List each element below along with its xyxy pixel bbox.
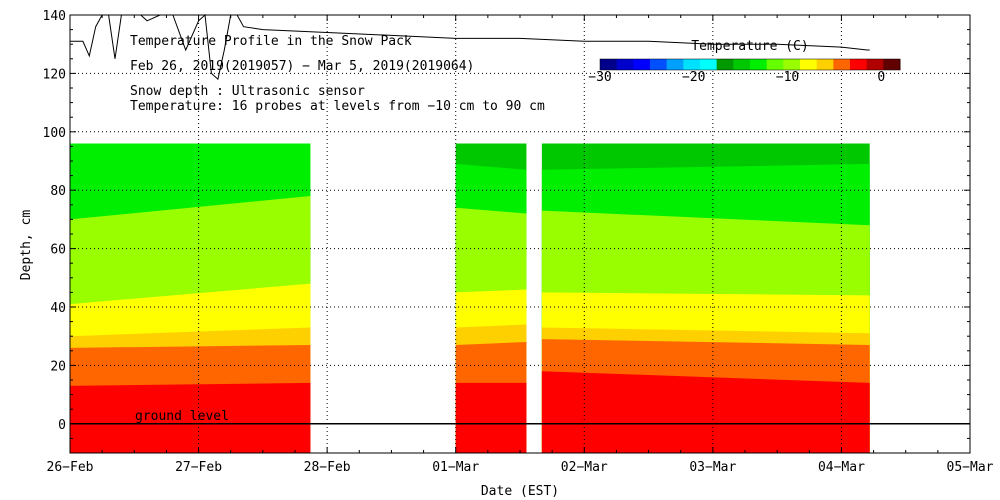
- colorbar: Temperature (C) −30 −20 −10 0: [588, 39, 901, 85]
- colorbar-cell: [683, 59, 701, 70]
- colorbar-tick-label: −20: [682, 70, 705, 85]
- colorbar-cell: [850, 59, 868, 70]
- colorbar-cell: [633, 59, 651, 70]
- colorbar-cell: [866, 59, 884, 70]
- temperature-layers: [70, 143, 870, 454]
- y-tick-label: 20: [50, 359, 66, 374]
- colorbar-cell: [666, 59, 684, 70]
- colorbar-ticks: −30 −20 −10 0: [588, 70, 885, 85]
- colorbar-tick-label: −30: [588, 70, 611, 85]
- colorbar-cell: [783, 59, 801, 70]
- x-tick-label: 02−Mar: [561, 460, 608, 475]
- chart-subtitle: Feb 26, 2019(2019057) − Mar 5, 2019(2019…: [130, 59, 474, 74]
- colorbar-cell: [733, 59, 751, 70]
- y-tick-label: 40: [50, 301, 66, 316]
- x-tick-label: 28−Feb: [304, 460, 351, 475]
- colorbar-tick-label: 0: [877, 70, 885, 85]
- y-tick-label: 140: [43, 9, 66, 24]
- axis-ticks: 26−Feb 27−Feb 28−Feb 01−Mar 02−Mar 03−Mar 04−M…: [43, 9, 994, 475]
- y-tick-label: 0: [58, 418, 66, 433]
- colorbar-cell: [816, 59, 834, 70]
- colorbar-cell: [700, 59, 718, 70]
- temp-band-seg0-layer0: [70, 382, 311, 453]
- colorbar-frame: [599, 58, 901, 71]
- x-tick-label: 05−Mar: [947, 460, 994, 475]
- temp-band-seg1-layer0: [455, 382, 527, 453]
- colorbar-cell: [883, 59, 901, 70]
- x-tick-label: 03−Mar: [689, 460, 736, 475]
- colorbar-cell: [800, 59, 818, 70]
- y-tick-label: 80: [50, 184, 66, 199]
- colorbar-cell: [616, 59, 634, 70]
- colorbar-cell: [766, 59, 784, 70]
- x-tick-label: 01−Mar: [432, 460, 479, 475]
- colorbar-tick-label: −10: [776, 70, 799, 85]
- snow-depth-line: [70, 13, 870, 81]
- colorbar-cell: [600, 59, 618, 70]
- y-tick-label: 60: [50, 243, 66, 258]
- temp-band-seg2-layer0: [541, 371, 870, 453]
- x-axis-label: Date (EST): [481, 484, 559, 499]
- colorbar-cell: [833, 59, 851, 70]
- x-tick-label: 26−Feb: [47, 460, 94, 475]
- y-tick-label: 120: [43, 67, 66, 82]
- x-tick-label: 27−Feb: [175, 460, 222, 475]
- ground-level-label: ground level: [135, 409, 229, 424]
- colorbar-title: Temperature (C): [691, 39, 808, 54]
- note-snow-depth: Snow depth : Ultrasonic sensor: [130, 84, 365, 99]
- chart-title: Temperature Profile in the Snow Pack: [130, 34, 412, 49]
- note-temperature: Temperature: 16 probes at levels from −1…: [130, 99, 545, 114]
- y-axis-label: Depth, cm: [19, 210, 34, 281]
- y-tick-label: 100: [43, 126, 66, 141]
- colorbar-cells: [600, 59, 901, 70]
- colorbar-cell: [716, 59, 734, 70]
- colorbar-cell: [650, 59, 668, 70]
- x-tick-label: 04−Mar: [818, 460, 865, 475]
- colorbar-cell: [750, 59, 768, 70]
